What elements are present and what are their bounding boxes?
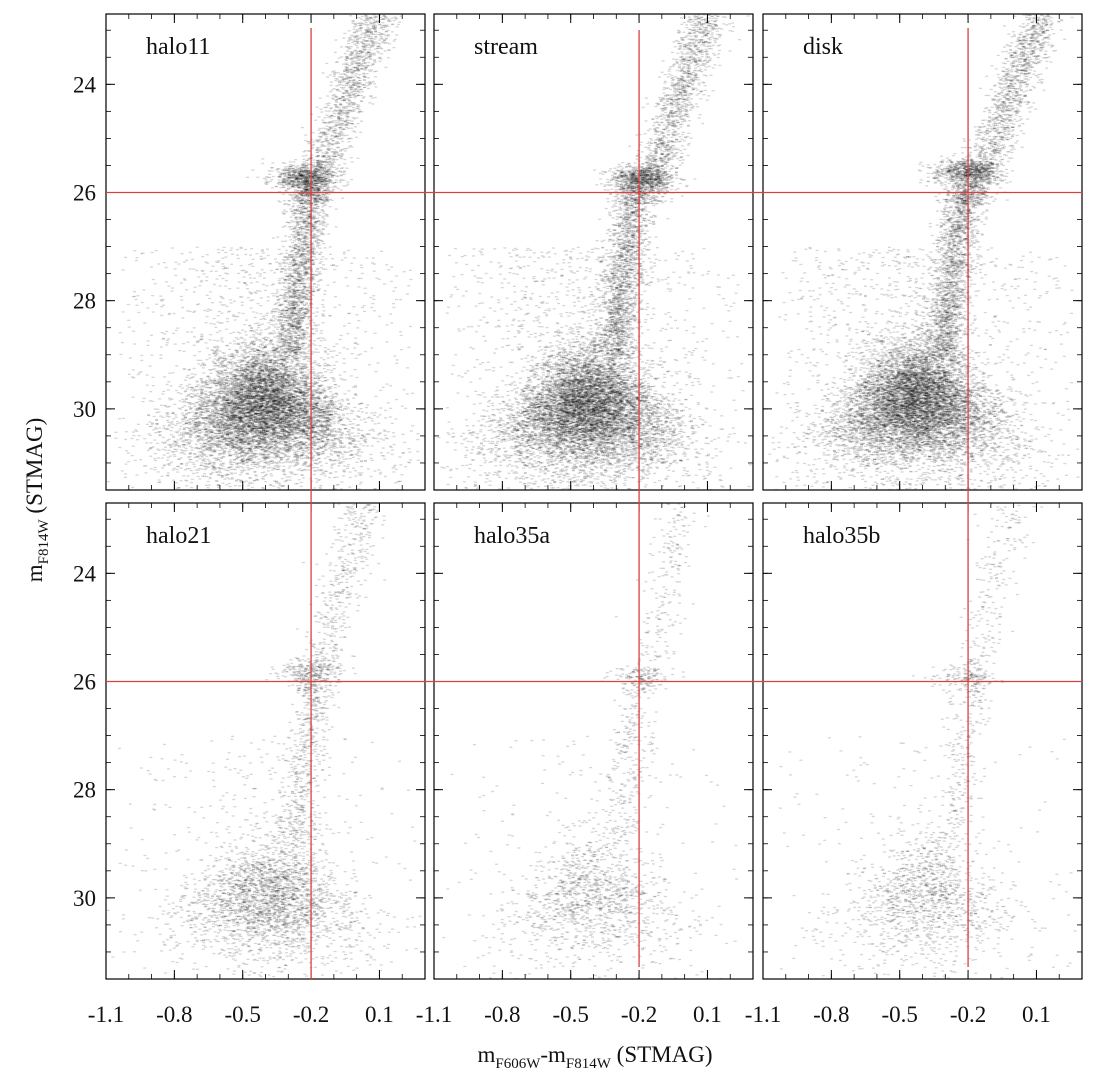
y-tick-label: 24 (73, 561, 97, 586)
x-tick-labels: -1.1 -0.8 -0.5 -0.2 0.1 -1.1 -0.8 -0.5 -0.2 0.1 -1… (88, 1002, 1051, 1027)
x-tick-label: -0.5 (225, 1002, 261, 1027)
x-tick-label: -0.2 (293, 1002, 329, 1027)
panel-label-stream: stream (474, 34, 538, 60)
panel-background (434, 503, 753, 979)
y-tick-label: 26 (73, 670, 96, 695)
density-points (778, 504, 1077, 979)
x-tick-label: 0.1 (693, 1002, 722, 1027)
x-tick-label: -0.2 (950, 1002, 986, 1027)
y-tick-label: 26 (73, 181, 96, 206)
panels-group: halo11 stream disk halo21 halo35a halo35b (105, 13, 1083, 980)
panel-label-halo35a: halo35a (474, 523, 550, 549)
y-tick-labels: 24 26 28 30 24 26 28 30 (73, 72, 97, 911)
panel-label-halo21: halo21 (146, 523, 211, 549)
x-tick-label: 0.1 (365, 1002, 394, 1027)
panel-stream: stream (433, 13, 754, 491)
x-tick-label: -1.1 (88, 1002, 124, 1027)
x-tick-label: -1.1 (416, 1002, 452, 1027)
density-points (106, 503, 422, 979)
y-tick-label: 28 (73, 778, 96, 803)
density-points (768, 14, 1080, 490)
x-tick-label: 0.1 (1022, 1002, 1051, 1027)
panel-label-halo11: halo11 (146, 34, 210, 60)
x-tick-label: -0.5 (882, 1002, 918, 1027)
panel-label-disk: disk (803, 34, 843, 60)
x-tick-label: -0.8 (156, 1002, 192, 1027)
panel-background (763, 503, 1082, 979)
panel-disk: disk (762, 13, 1083, 491)
y-tick-label: 30 (73, 397, 96, 422)
panel-background (106, 503, 425, 979)
panel-background (763, 14, 1082, 490)
x-tick-label: -0.8 (813, 1002, 849, 1027)
y-tick-label: 28 (73, 289, 96, 314)
y-axis-title: mF814W (STMAG) (22, 418, 52, 582)
panel-halo21: halo21 (105, 502, 426, 980)
x-tick-label: -0.2 (621, 1002, 657, 1027)
density-points (442, 503, 739, 979)
density-points (437, 14, 752, 490)
panel-background (434, 14, 753, 490)
panel-background (106, 14, 425, 490)
panel-label-halo35b: halo35b (803, 523, 880, 549)
x-tick-label: -1.1 (745, 1002, 781, 1027)
reference-lines (106, 28, 1082, 980)
x-tick-label: -0.8 (484, 1002, 520, 1027)
density-points (107, 14, 420, 490)
x-tick-label: -0.5 (553, 1002, 589, 1027)
panel-halo35b: halo35b (762, 502, 1083, 980)
panel-halo35a: halo35a (433, 502, 754, 980)
panel-halo11: halo11 (105, 13, 426, 491)
x-axis-title: mF606W-mF814W (STMAG) (477, 1042, 712, 1072)
y-tick-label: 30 (73, 886, 96, 911)
y-tick-label: 24 (73, 72, 97, 97)
